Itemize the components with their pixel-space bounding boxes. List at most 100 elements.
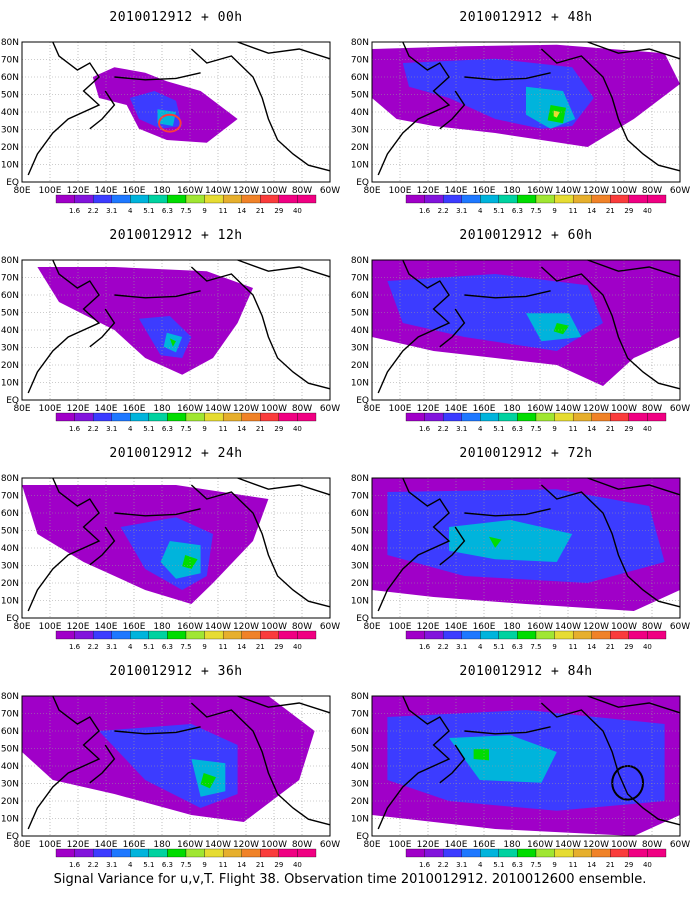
colorbar-swatch: [130, 630, 150, 640]
y-tick-label: 40N: [1, 326, 19, 336]
colorbar-swatch: [167, 412, 187, 422]
coastline: [377, 41, 681, 176]
y-tick-label: 20N: [1, 143, 19, 153]
panel-title: 2010012912 + 48h: [459, 10, 593, 25]
y-tick-label: 70N: [1, 710, 19, 720]
colorbar-swatch: [554, 194, 574, 204]
panel-title: 2010012912 + 36h: [109, 664, 243, 679]
colorbar-swatch: [591, 412, 611, 422]
x-tick-label: 60W: [670, 622, 690, 632]
y-tick-label: 40N: [351, 108, 369, 118]
colorbar-label: 4: [128, 643, 133, 651]
colorbar-swatch: [111, 412, 131, 422]
colorbar-swatch: [498, 848, 518, 858]
colorbar-label: 6.3: [162, 643, 173, 651]
y-tick-label: 20N: [1, 579, 19, 589]
x-tick-label: 60W: [670, 840, 690, 850]
panel-title: 2010012912 + 24h: [109, 446, 243, 461]
x-tick-label: 180: [153, 186, 170, 196]
x-tick-label: 140E: [95, 840, 118, 850]
x-tick-label: 140W: [205, 186, 231, 196]
x-tick-label: 140W: [205, 404, 231, 414]
colorbar-swatch: [167, 848, 187, 858]
colorbar-swatch: [554, 630, 574, 640]
x-tick-label: 120W: [233, 186, 259, 196]
variance-contour: [169, 338, 176, 347]
y-tick-label: 30N: [351, 344, 369, 354]
y-tick-label: 40N: [351, 762, 369, 772]
y-tick-label: 50N: [351, 745, 369, 755]
colorbar-swatch: [74, 412, 94, 422]
colorbar-label: 2.2: [88, 861, 99, 869]
y-tick-label: 50N: [1, 745, 19, 755]
colorbar-label: 29: [274, 861, 283, 869]
panel-title: 2010012912 + 72h: [459, 446, 593, 461]
colorbar-label: 2.2: [88, 425, 99, 433]
colorbar-label: 9: [552, 425, 556, 433]
colorbar-swatch: [461, 848, 481, 858]
variance-map: EQ 10N 20N 30N 40N 50N 60N 70N 80N 80E 100E 120E 140…: [351, 256, 690, 414]
y-tick-label: 60N: [351, 291, 369, 301]
y-tick-label: 80N: [1, 256, 19, 266]
colorbar-swatch: [92, 630, 112, 640]
colorbar-label: 11: [569, 425, 578, 433]
y-tick-label: 40N: [1, 108, 19, 118]
colorbar-label: 1.6: [69, 861, 81, 869]
x-tick-label: 140W: [205, 622, 231, 632]
colorbar-label: 2.2: [438, 207, 449, 215]
variance-contour: [473, 749, 489, 761]
colorbar-swatch: [572, 412, 592, 422]
x-tick-label: 160W: [177, 186, 203, 196]
colorbar-label: 7.5: [180, 425, 191, 433]
colorbar-swatch: [297, 194, 317, 204]
colorbar: 1.6 2.2 3.1 4 5.1 6.3 7.5 9 11 14 21 29 40: [405, 194, 667, 215]
x-tick-label: 100E: [389, 840, 412, 850]
coastline: [377, 695, 681, 830]
colorbar-label: 21: [606, 425, 615, 433]
y-tick-label: 50N: [1, 309, 19, 319]
x-tick-label: 100W: [261, 840, 287, 850]
y-tick-label: 30N: [1, 126, 19, 136]
y-tick-label: 60N: [351, 727, 369, 737]
colorbar-swatch: [554, 848, 574, 858]
y-tick-label: 20N: [351, 361, 369, 371]
colorbar: 1.6 2.2 3.1 4 5.1 6.3 7.5 9 11 14 21 29 40: [55, 412, 317, 433]
x-tick-label: 80W: [292, 622, 312, 632]
y-tick-label: 60N: [1, 291, 19, 301]
y-tick-label: 70N: [351, 56, 369, 66]
x-tick-label: 180: [153, 840, 170, 850]
x-tick-label: 80W: [292, 404, 312, 414]
x-tick-label: 120E: [67, 840, 90, 850]
y-tick-label: 10N: [1, 815, 19, 825]
colorbar-label: 5.1: [493, 643, 504, 651]
colorbar-swatch: [55, 194, 75, 204]
colorbar-swatch: [278, 630, 298, 640]
x-tick-label: 160E: [123, 404, 146, 414]
x-tick-label: 160E: [473, 622, 496, 632]
colorbar-label: 1.6: [419, 643, 431, 651]
colorbar-label: 1.6: [69, 207, 81, 215]
x-tick-label: 120E: [417, 186, 440, 196]
y-tick-label: 10N: [1, 597, 19, 607]
colorbar-label: 21: [256, 207, 265, 215]
colorbar-swatch: [647, 848, 667, 858]
variance-map: EQ 10N 20N 30N 40N 50N 60N 70N 80N 80E 100E 120E 140…: [351, 692, 690, 850]
colorbar-swatch: [92, 194, 112, 204]
x-tick-label: 120E: [417, 840, 440, 850]
colorbar-swatch: [241, 194, 261, 204]
y-tick-label: 80N: [351, 38, 369, 48]
colorbar-swatch: [628, 848, 648, 858]
variance-contour: [489, 536, 502, 548]
colorbar-swatch: [297, 412, 317, 422]
colorbar-label: 2.2: [438, 425, 449, 433]
colorbar-label: 6.3: [512, 207, 523, 215]
colorbar-swatch: [185, 630, 205, 640]
colorbar-label: 5.1: [493, 425, 504, 433]
colorbar-swatch: [297, 630, 317, 640]
y-tick-label: 40N: [1, 762, 19, 772]
colorbar-label: 21: [606, 643, 615, 651]
colorbar-swatch: [74, 194, 94, 204]
y-tick-label: 60N: [1, 727, 19, 737]
y-tick-label: 50N: [351, 91, 369, 101]
colorbar-swatch: [480, 194, 500, 204]
